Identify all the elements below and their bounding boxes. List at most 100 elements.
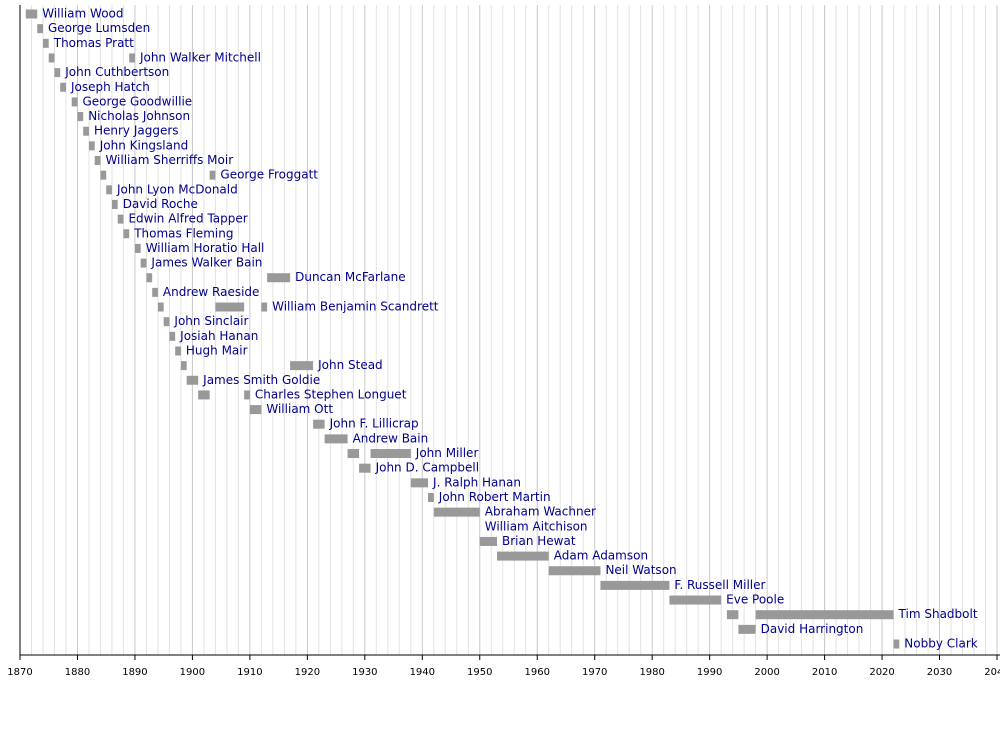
x-tick-label: 2000	[754, 667, 779, 678]
bar	[726, 610, 739, 620]
row-label: Henry Jaggers	[94, 124, 179, 138]
row-label: John Kingsland	[99, 138, 189, 152]
row-label: William Sherriffs Moir	[105, 153, 233, 167]
x-tick-label: 1990	[697, 667, 722, 678]
x-tick-label: 1870	[7, 667, 32, 678]
row-label: J. Ralph Hanan	[432, 475, 521, 489]
row-label: John Robert Martin	[438, 490, 551, 504]
x-tick-label: 1900	[180, 667, 205, 678]
bar	[215, 302, 245, 312]
bar	[497, 551, 549, 561]
bar	[347, 449, 360, 459]
x-tick-label: 1930	[352, 667, 377, 678]
row-label: Abraham Wachner	[485, 505, 596, 519]
bar	[198, 390, 210, 400]
bar	[669, 595, 722, 605]
row-label: James Smith Goldie	[202, 373, 320, 387]
bar	[117, 214, 124, 224]
row-label: John D. Campbell	[375, 461, 479, 475]
bar	[37, 24, 43, 34]
row-label: George Lumsden	[48, 21, 150, 35]
row-label: John Lyon McDonald	[116, 182, 238, 196]
bar	[175, 346, 181, 356]
bar	[244, 390, 250, 400]
row-label: Josiah Hanan	[179, 329, 258, 343]
bar	[290, 361, 314, 371]
row-label: Andrew Bain	[353, 431, 429, 445]
row-label: David Harrington	[761, 622, 864, 636]
bar	[370, 449, 411, 459]
bar	[479, 536, 498, 546]
bar	[140, 258, 147, 268]
row-label: Eve Poole	[726, 593, 784, 607]
row-label: George Goodwillie	[82, 94, 192, 108]
row-label: William Wood	[42, 7, 123, 21]
x-tick-label: 1910	[237, 667, 262, 678]
row-label: James Walker Bain	[150, 256, 262, 270]
x-tick-label: 2020	[869, 667, 894, 678]
bar	[106, 185, 112, 195]
bar	[893, 639, 900, 649]
bar	[261, 302, 268, 312]
row-label: William Ott	[266, 402, 333, 416]
bar	[157, 302, 164, 312]
x-tick-label: 2040	[984, 667, 1000, 678]
row-label: Nobby Clark	[904, 637, 977, 651]
bar	[755, 610, 894, 620]
row-label: David Roche	[123, 197, 198, 211]
bar	[428, 492, 434, 502]
row-label: William Benjamin Scandrett	[272, 300, 439, 314]
bar	[25, 9, 38, 19]
row-label: Edwin Alfred Tapper	[128, 212, 247, 226]
bar	[111, 199, 118, 209]
bar	[134, 243, 141, 253]
row-label: John Sinclair	[173, 314, 248, 328]
bar	[738, 624, 756, 634]
row-label: John F. Lillicrap	[329, 417, 419, 431]
bar	[410, 478, 429, 488]
row-label: William Aitchison	[485, 519, 588, 533]
row-label: Charles Stephen Longuet	[255, 387, 407, 401]
row-label: John Stead	[317, 358, 383, 372]
x-tick-label: 1920	[295, 667, 320, 678]
x-tick-label: 1970	[582, 667, 607, 678]
x-tick-label: 2010	[812, 667, 837, 678]
bar	[600, 580, 670, 590]
bar	[146, 273, 153, 283]
x-tick-label: 1980	[639, 667, 664, 678]
x-tick-label: 2030	[927, 667, 952, 678]
bar	[77, 112, 84, 122]
row-label: Adam Adamson	[554, 549, 648, 563]
row-label: George Froggatt	[220, 168, 318, 182]
bar	[60, 82, 66, 92]
bar	[129, 53, 135, 63]
bar	[123, 229, 130, 239]
bar	[169, 331, 176, 341]
bar	[71, 97, 78, 107]
row-label: Thomas Fleming	[133, 226, 233, 240]
bar	[83, 126, 89, 136]
row-label: Duncan McFarlane	[295, 270, 406, 284]
bar	[209, 170, 216, 180]
bar	[163, 317, 170, 327]
row-label: John Cuthbertson	[64, 65, 169, 79]
bar	[88, 141, 95, 151]
row-label: Tim Shadbolt	[898, 607, 978, 621]
row-label: John Miller	[415, 446, 479, 460]
bar	[548, 566, 601, 576]
row-label: Andrew Raeside	[163, 285, 260, 299]
bar	[324, 434, 348, 444]
x-tick-label: 1880	[65, 667, 90, 678]
row-label: John Walker Mitchell	[139, 50, 261, 64]
bar	[48, 53, 55, 63]
x-tick-label: 1950	[467, 667, 492, 678]
bar	[100, 170, 107, 180]
row-label: Neil Watson	[605, 563, 676, 577]
bar	[249, 405, 262, 415]
row-label: Hugh Mair	[186, 343, 248, 357]
bar	[313, 419, 325, 429]
x-tick-label: 1960	[525, 667, 550, 678]
bar	[94, 156, 101, 166]
x-tick-label: 1940	[410, 667, 435, 678]
